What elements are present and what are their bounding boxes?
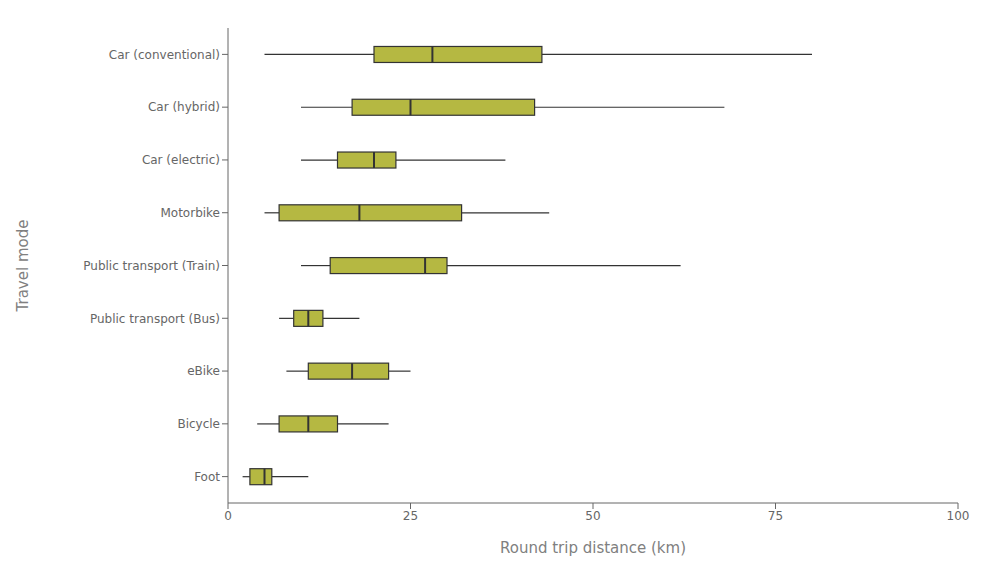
svg-text:Public transport (Train): Public transport (Train) — [83, 259, 220, 273]
svg-text:Motorbike: Motorbike — [160, 206, 220, 220]
svg-text:Round trip distance (km): Round trip distance (km) — [500, 539, 686, 557]
svg-text:75: 75 — [768, 509, 783, 523]
svg-text:Car (conventional): Car (conventional) — [109, 48, 220, 62]
svg-text:Travel mode: Travel mode — [14, 220, 32, 313]
svg-text:Foot: Foot — [194, 470, 220, 484]
svg-text:Car (hybrid): Car (hybrid) — [148, 100, 220, 114]
svg-text:100: 100 — [947, 509, 970, 523]
svg-text:Car (electric): Car (electric) — [142, 153, 220, 167]
svg-text:eBike: eBike — [187, 364, 220, 378]
svg-text:Bicycle: Bicycle — [177, 417, 220, 431]
svg-text:50: 50 — [585, 509, 600, 523]
svg-text:25: 25 — [403, 509, 418, 523]
svg-text:Public transport (Bus): Public transport (Bus) — [90, 312, 220, 326]
svg-text:0: 0 — [224, 509, 232, 523]
